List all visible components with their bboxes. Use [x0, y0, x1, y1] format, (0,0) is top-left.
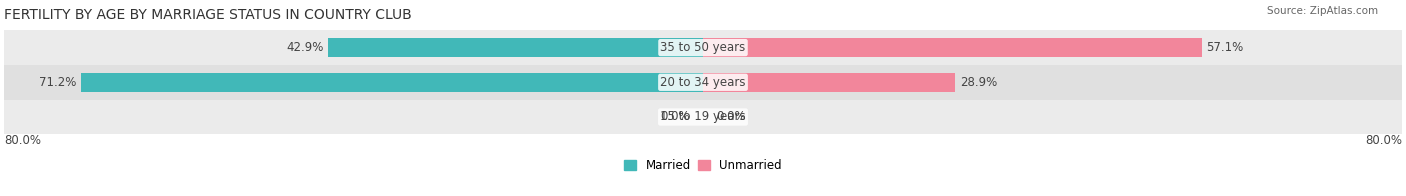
- Text: 20 to 34 years: 20 to 34 years: [661, 76, 745, 89]
- Bar: [328, 38, 703, 57]
- Legend: Married, Unmarried: Married, Unmarried: [624, 159, 782, 172]
- Bar: [82, 73, 703, 92]
- Text: 80.0%: 80.0%: [4, 134, 41, 147]
- Text: FERTILITY BY AGE BY MARRIAGE STATUS IN COUNTRY CLUB: FERTILITY BY AGE BY MARRIAGE STATUS IN C…: [4, 8, 412, 22]
- Text: 42.9%: 42.9%: [287, 41, 323, 54]
- Text: 71.2%: 71.2%: [39, 76, 77, 89]
- Text: Source: ZipAtlas.com: Source: ZipAtlas.com: [1267, 6, 1378, 16]
- Bar: [4, 100, 1402, 134]
- Bar: [703, 73, 956, 92]
- Bar: [4, 30, 1402, 65]
- Text: 0.0%: 0.0%: [661, 111, 690, 123]
- Bar: [703, 38, 1202, 57]
- Text: 57.1%: 57.1%: [1206, 41, 1243, 54]
- Bar: [4, 65, 1402, 100]
- Text: 35 to 50 years: 35 to 50 years: [661, 41, 745, 54]
- Text: 80.0%: 80.0%: [1365, 134, 1402, 147]
- Text: 0.0%: 0.0%: [716, 111, 745, 123]
- Text: 15 to 19 years: 15 to 19 years: [661, 111, 745, 123]
- Text: 28.9%: 28.9%: [960, 76, 997, 89]
